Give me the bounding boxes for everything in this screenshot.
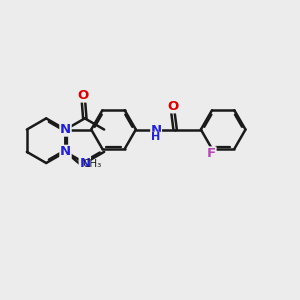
Text: N: N (60, 146, 71, 158)
Text: N: N (79, 157, 90, 169)
Text: N: N (151, 124, 162, 137)
Text: F: F (207, 147, 216, 160)
Text: H: H (152, 132, 161, 142)
Text: O: O (78, 89, 89, 102)
Text: CH₃: CH₃ (82, 159, 101, 169)
Text: O: O (167, 100, 178, 113)
Text: N: N (60, 123, 71, 136)
